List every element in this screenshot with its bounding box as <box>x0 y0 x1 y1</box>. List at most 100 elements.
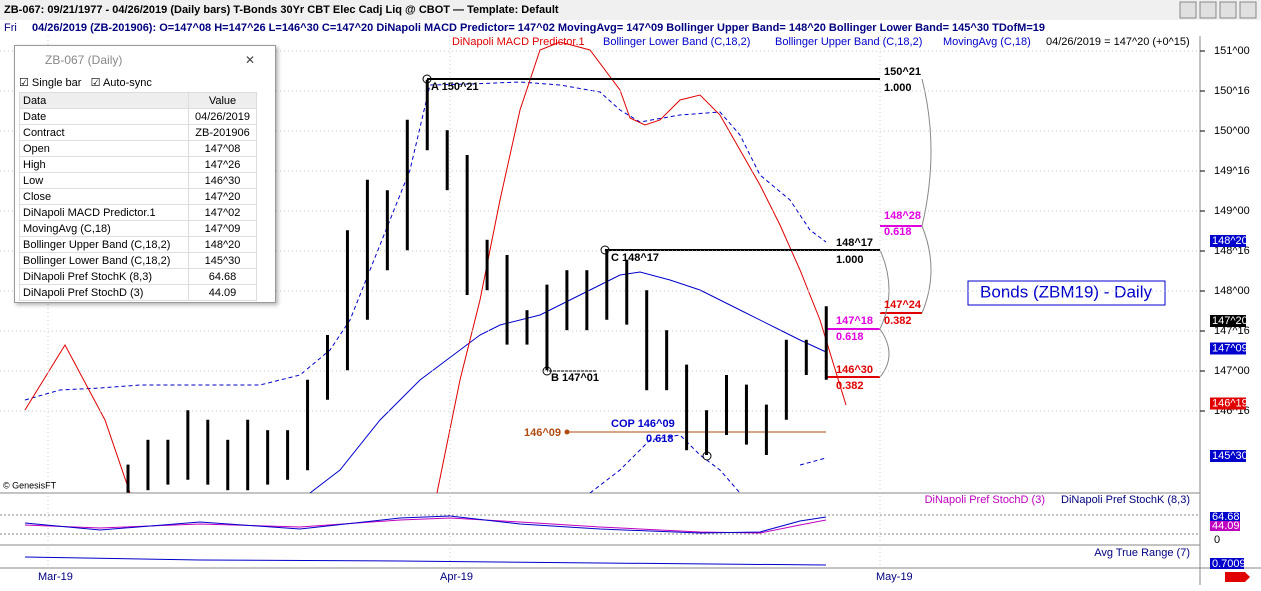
x-tick-label: Apr-19 <box>440 571 473 583</box>
table-row: Bollinger Lower Band (C,18,2) 145^30 <box>18 252 257 269</box>
table-cell: Low <box>18 172 190 189</box>
stoch-axis-label: 0 <box>1214 534 1220 546</box>
info-line: 04/26/2019 (ZB-201906): O=147^08 H=147^2… <box>32 22 1045 34</box>
table-cell: 145^30 <box>188 252 257 269</box>
annotation: 147^18 <box>836 315 873 327</box>
copyright: © GenesisFT <box>3 480 57 490</box>
annotation: 150^21 <box>884 66 921 78</box>
table-cell: ZB-201906 <box>188 124 257 141</box>
macd-predictor <box>24 343 131 493</box>
price-tag-label: 145^30 <box>1212 450 1248 462</box>
table-cell: 148^20 <box>188 236 257 253</box>
table-cell: 147^09 <box>188 220 257 237</box>
stoch-k <box>24 515 827 534</box>
data-window[interactable]: ZB-067 (Daily) ✕ ☑ Single bar ☑ Auto-sync… <box>14 45 276 303</box>
scroll-arrow[interactable] <box>1225 572 1250 582</box>
y-tick-label: 150^00 <box>1214 125 1250 137</box>
annotation: COP 146^09 <box>611 418 675 430</box>
table-row: DiNapoli Pref StochK (8,3) 64.68 <box>18 268 257 285</box>
auto-sync-option[interactable]: Auto-sync <box>102 77 152 89</box>
price-tag <box>1210 315 1246 327</box>
table-cell: Value <box>188 92 257 109</box>
y-tick-label: 149^16 <box>1214 165 1250 177</box>
stoch-d <box>24 517 827 534</box>
annotation: 1.000 <box>836 254 864 266</box>
table-cell: Bollinger Upper Band (C,18,2) <box>18 236 190 253</box>
table-cell: 147^08 <box>188 140 257 157</box>
annotation: C 148^17 <box>611 252 659 264</box>
annotation: 0.382 <box>836 380 864 392</box>
bollinger-lower <box>589 434 741 493</box>
price-tag <box>1210 450 1246 462</box>
table-cell: Open <box>18 140 190 157</box>
price-tag-label: 146^19 <box>1212 397 1248 409</box>
table-cell: 147^26 <box>188 156 257 173</box>
stoch-tag <box>1210 512 1240 522</box>
table-row: Open 147^08 <box>18 140 257 157</box>
annotation: 146^09 <box>524 427 561 439</box>
annotation: 148^17 <box>836 237 873 249</box>
table-row: Data Value <box>18 92 257 109</box>
indicators <box>24 41 847 493</box>
table-row: Close 147^20 <box>18 188 257 205</box>
table-row: DiNapoli MACD Predictor.1 147^02 <box>18 204 257 221</box>
table-row: DiNapoli Pref StochD (3) 44.09 <box>18 284 257 301</box>
annotation: 0.618 <box>884 226 912 238</box>
stoch-tag <box>1210 521 1240 531</box>
table-cell: Date <box>18 108 190 125</box>
table-row: Date 04/26/2019 <box>18 108 257 125</box>
cop-dot <box>564 429 570 435</box>
y-tick-label: 148^16 <box>1214 245 1250 257</box>
table-cell: 64.68 <box>188 268 257 285</box>
table-cell: 147^02 <box>188 204 257 221</box>
table-row: Contract ZB-201906 <box>18 124 257 141</box>
table-cell: 04/26/2019 <box>188 108 257 125</box>
table-cell: 147^20 <box>188 188 257 205</box>
stoch-lines <box>0 514 1200 566</box>
restore-button[interactable] <box>1199 1 1217 19</box>
fib-bracket <box>921 78 932 314</box>
table-cell: 44.09 <box>188 284 257 301</box>
y-tick-label: 151^00 <box>1214 45 1250 57</box>
minimize-button[interactable] <box>1179 1 1197 19</box>
table-row: High 147^26 <box>18 156 257 173</box>
stoch-tag-label: 64.68 <box>1212 511 1240 523</box>
info-day: Fri <box>4 22 17 34</box>
y-tick-label: 149^00 <box>1214 205 1250 217</box>
legend-item: Bollinger Lower Band (C,18,2) <box>603 36 750 48</box>
annotation: 0.618 <box>836 331 864 343</box>
annotation: 0.382 <box>884 315 912 327</box>
annotation: 0.618 <box>646 433 674 445</box>
table-cell: DiNapoli Pref StochD (3) <box>18 284 190 301</box>
table-row: MovingAvg (C,18) 147^09 <box>18 220 257 237</box>
price-tag-label: 148^20 <box>1212 235 1248 247</box>
legend-item: DiNapoli MACD Predictor.1 <box>452 36 585 48</box>
atr-tag-label: 0.7009 <box>1212 558 1246 570</box>
macd-predictor <box>436 41 847 493</box>
table-row: Low 146^30 <box>18 172 257 189</box>
price-tag <box>1210 235 1246 247</box>
x-tick-label: Mar-19 <box>38 571 73 583</box>
title-bar <box>0 0 1261 20</box>
swing-point <box>600 245 610 255</box>
table-cell: DiNapoli Pref StochK (8,3) <box>18 268 190 285</box>
close-button[interactable] <box>1239 1 1257 19</box>
stoch-tag-label: 44.09 <box>1212 520 1240 532</box>
single-bar-option[interactable]: Single bar <box>31 77 82 89</box>
maximize-button[interactable] <box>1219 1 1237 19</box>
table-row: Bollinger Upper Band (C,18,2) 148^20 <box>18 236 257 253</box>
y-tick-label: 148^00 <box>1214 285 1250 297</box>
annotation: 147^24 <box>884 299 922 311</box>
close-icon[interactable]: ✕ <box>244 53 255 67</box>
y-tick-label: 147^00 <box>1214 365 1250 377</box>
chart-title: Bonds (ZBM19) - Daily <box>980 282 1152 301</box>
legend-item: MovingAvg (C,18) <box>943 36 1031 48</box>
table-cell: Close <box>18 188 190 205</box>
annotation: 148^28 <box>884 210 921 222</box>
fib-lines <box>422 74 932 461</box>
last-price: 04/26/2019 = 147^20 (+0^15) <box>1046 36 1190 48</box>
price-bars <box>126 79 828 493</box>
annotation: 1.000 <box>884 82 912 94</box>
moving-average <box>309 271 827 493</box>
